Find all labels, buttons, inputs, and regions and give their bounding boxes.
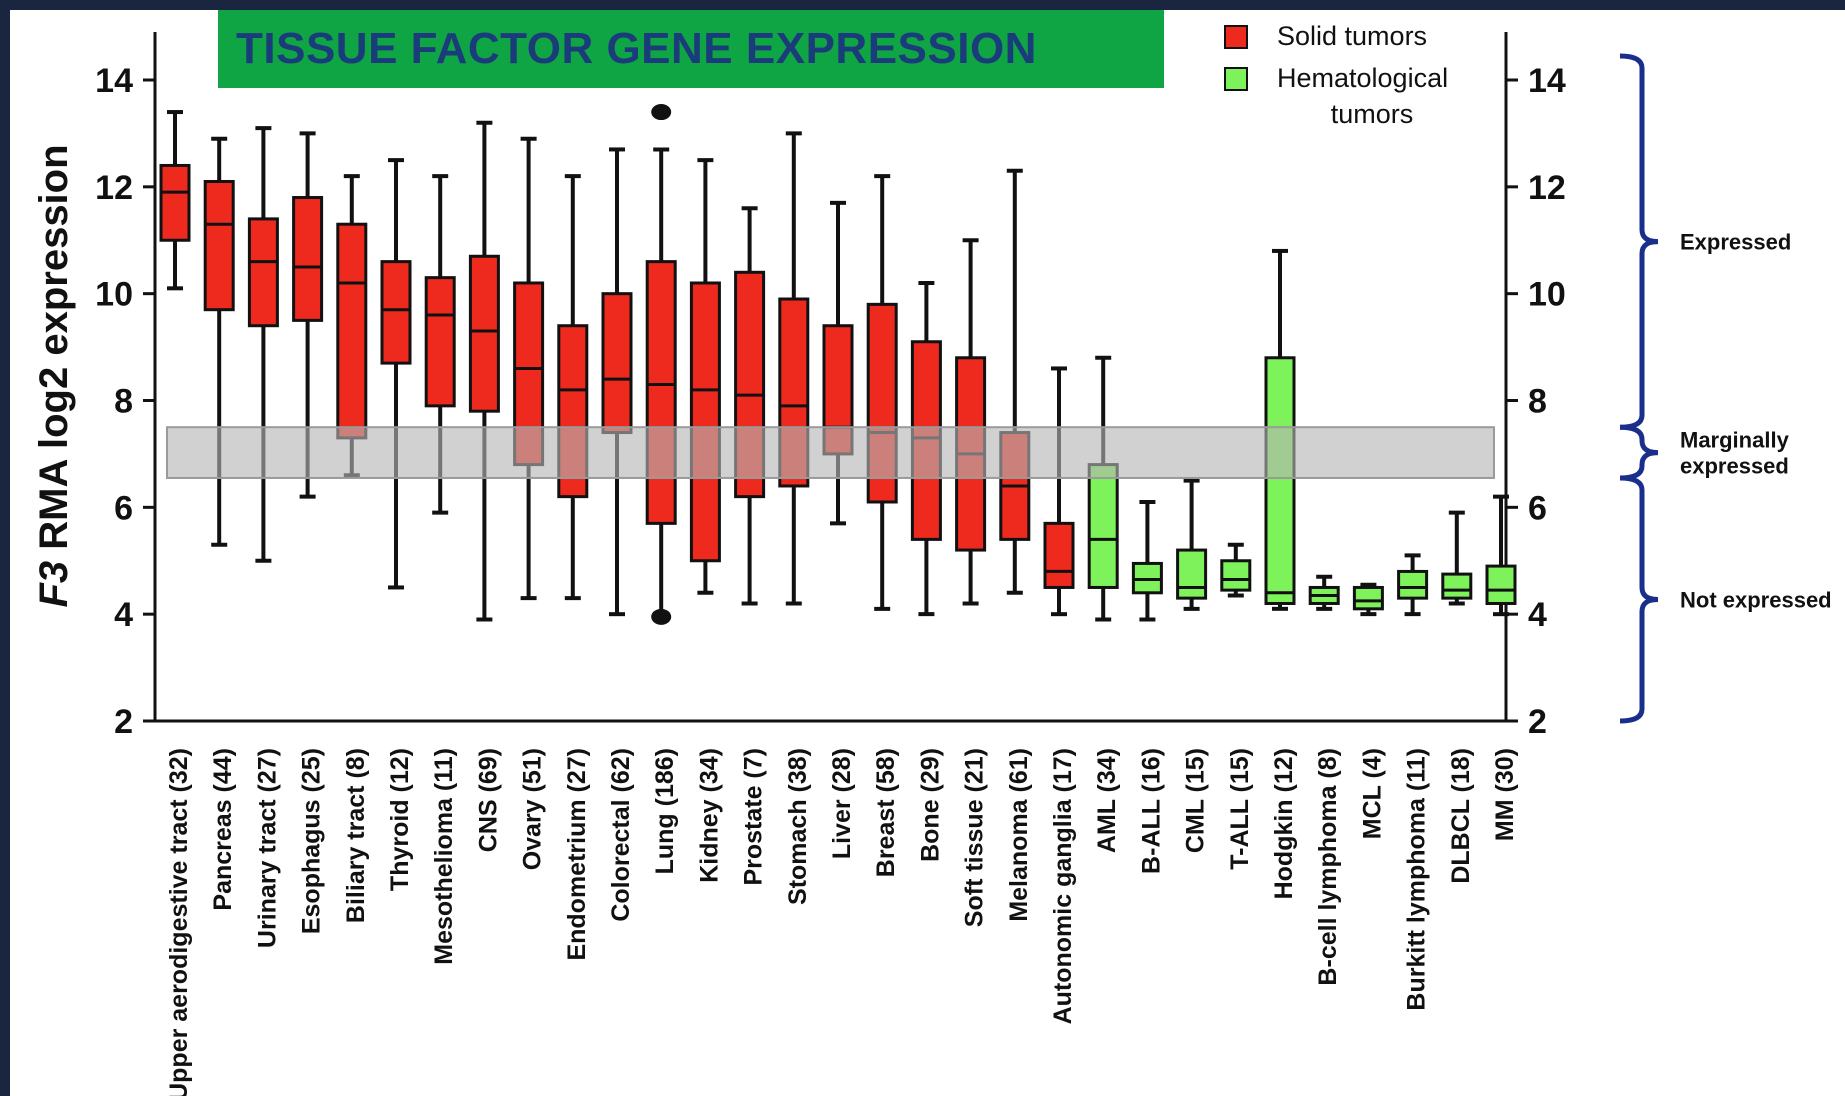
x-category-label: CNS (69)	[474, 748, 502, 852]
boxplot-chart: 2 2 4 4 6 6 8 8 10 10 12 12 14 14 F3 RMA log2 expressi…	[32, 21, 1832, 1096]
x-category-label: Bone (29)	[916, 748, 944, 862]
y-tick-label-right: 10	[1528, 276, 1566, 314]
chart-title: TISSUE FACTOR GENE EXPRESSION	[236, 24, 1037, 73]
x-category-label: DLBCL (18)	[1447, 748, 1475, 884]
y-tick-label-left: 14	[95, 62, 133, 100]
box	[468, 254, 500, 413]
outlier-point	[651, 608, 672, 625]
x-category-label: MCL (4)	[1358, 748, 1386, 839]
box	[380, 260, 412, 365]
bracket-label: Expressed	[1680, 230, 1791, 255]
box	[1441, 572, 1473, 600]
box	[292, 196, 324, 322]
box	[1043, 521, 1075, 589]
bracket	[1619, 475, 1659, 724]
x-category-label: B-cell lymphoma (8)	[1314, 748, 1342, 986]
legend-label: Solid tumors	[1277, 21, 1427, 51]
box	[601, 292, 633, 435]
x-category-label: Prostate (7)	[740, 748, 768, 886]
box	[1087, 463, 1119, 589]
y-tick-label-left: 4	[114, 596, 133, 634]
x-category-label: Liver (28)	[828, 748, 856, 859]
box	[159, 163, 191, 242]
box	[689, 281, 721, 563]
y-axis-label-rest: RMA log2 expression	[32, 144, 76, 560]
legend-label: Hematological	[1277, 63, 1448, 93]
box	[1264, 356, 1296, 605]
marginal-expression-band	[166, 426, 1495, 479]
box	[1220, 559, 1252, 592]
y-axis-label-italic: F3	[32, 561, 76, 608]
box	[645, 260, 677, 525]
chart-panel: 2 2 4 4 6 6 8 8 10 10 12 12 14 14 F3 RMA log2 expressi…	[10, 10, 1845, 1096]
bracket-label: Not expressed	[1680, 587, 1832, 612]
box	[203, 179, 235, 312]
x-category-label: Kidney (34)	[695, 748, 723, 883]
x-category-label: MM (30)	[1491, 748, 1519, 841]
x-category-label: Burkitt lymphoma (11)	[1403, 748, 1431, 1011]
x-category-label: Thyroid (12)	[386, 748, 414, 891]
x-category-label: Endometrium (27)	[563, 748, 591, 961]
x-category-label: Melanoma (61)	[1005, 748, 1033, 922]
title-banner: TISSUE FACTOR GENE EXPRESSION	[218, 10, 1164, 88]
bracket	[1619, 53, 1659, 430]
legend-swatch	[1224, 25, 1248, 49]
x-category-label: Stomach (38)	[784, 748, 812, 905]
bracket	[1619, 424, 1659, 481]
y-tick-label-right: 12	[1528, 169, 1566, 207]
x-category-label: Ovary (51)	[519, 748, 547, 870]
x-category-label: Lung (186)	[651, 748, 679, 874]
x-category-label: Urinary tract (27)	[253, 748, 281, 948]
bracket-label: Marginally	[1680, 428, 1790, 453]
x-category-label: Colorectal (62)	[607, 748, 635, 922]
x-category-label: Pancreas (44)	[209, 748, 237, 911]
y-tick-label-left: 2	[114, 703, 133, 741]
y-tick-label-right: 8	[1528, 383, 1547, 421]
legend-label-line2: tumors	[1331, 99, 1414, 129]
box	[1176, 548, 1208, 600]
x-category-label: Breast (58)	[872, 748, 900, 877]
y-tick-label-left: 10	[95, 276, 133, 314]
box	[1485, 564, 1517, 605]
x-category-label: T-ALL (15)	[1226, 748, 1254, 870]
box	[1397, 569, 1429, 600]
box	[247, 217, 279, 328]
outlier-point	[651, 104, 672, 121]
box	[424, 276, 456, 408]
y-tick-label-right: 6	[1528, 489, 1547, 527]
y-tick-label-right: 14	[1528, 62, 1566, 100]
y-tick-label-right: 2	[1528, 703, 1547, 741]
box	[336, 222, 368, 440]
y-tick-label-left: 8	[114, 383, 133, 421]
box	[1352, 585, 1384, 611]
x-category-label: Autonomic ganglia (17)	[1049, 748, 1077, 1024]
y-axis-label: F3 RMA log2 expression	[32, 144, 76, 607]
y-tick-label-left: 12	[95, 169, 133, 207]
legend-swatch	[1224, 67, 1248, 91]
x-category-label: Soft tissue (21)	[961, 748, 989, 927]
x-category-label: Hodgkin (12)	[1270, 748, 1298, 899]
y-tick-label-left: 6	[114, 489, 133, 527]
y-tick-label-right: 4	[1528, 596, 1547, 634]
x-category-label: Biliary tract (8)	[342, 748, 370, 923]
x-category-label: Upper aerodigestive tract (32)	[165, 748, 193, 1096]
x-category-label: CML (15)	[1182, 748, 1210, 853]
x-category-label: AML (34)	[1093, 748, 1121, 853]
bracket-label-line2: expressed	[1680, 454, 1789, 479]
x-category-label: B-ALL (16)	[1137, 748, 1165, 874]
x-category-label: Mesothelioma (11)	[430, 748, 458, 965]
x-category-label: Esophagus (25)	[298, 748, 326, 934]
